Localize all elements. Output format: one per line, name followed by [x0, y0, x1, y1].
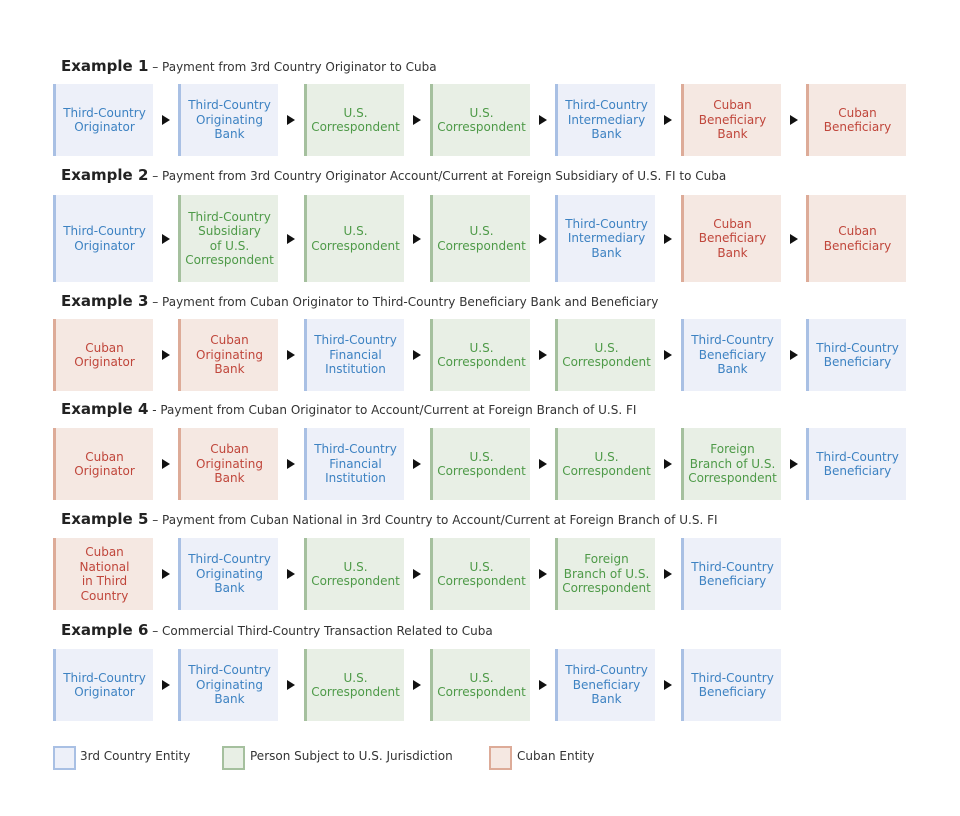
- flow-step-cuban: Cuban Beneficiary Bank: [681, 195, 781, 282]
- flow-arrow-icon: [539, 350, 547, 360]
- example-number: Example 3: [61, 292, 149, 310]
- flow-arrow-icon: [287, 115, 295, 125]
- flow-step-third: Third-Country Beneficiary: [681, 538, 781, 610]
- flow-step-third: Third-Country Originator: [53, 195, 153, 282]
- flow-step-third: Third-Country Intermediary Bank: [555, 84, 655, 156]
- flow-step-cuban: Cuban Beneficiary: [806, 84, 906, 156]
- flow-arrow-icon: [287, 350, 295, 360]
- legend-swatch-cuban: [489, 746, 512, 770]
- legend-label-third-country: 3rd Country Entity: [80, 749, 191, 763]
- example-title: Example 1 – Payment from 3rd Country Ori…: [61, 57, 437, 75]
- flow-arrow-icon: [162, 115, 170, 125]
- flow-step-third: Third-Country Financial Institution: [304, 319, 404, 391]
- example-title: Example 5 – Payment from Cuban National …: [61, 510, 718, 528]
- legend-label-cuban: Cuban Entity: [517, 749, 595, 763]
- flow-arrow-icon: [664, 459, 672, 469]
- flow-arrow-icon: [790, 115, 798, 125]
- flow-step-us: U.S. Correspondent: [430, 319, 530, 391]
- example-description: – Commercial Third-Country Transaction R…: [152, 624, 493, 638]
- flow-arrow-icon: [287, 459, 295, 469]
- flow-step-us: U.S. Correspondent: [304, 649, 404, 721]
- flow-step-us: U.S. Correspondent: [430, 538, 530, 610]
- example-number: Example 2: [61, 166, 149, 184]
- flow-arrow-icon: [664, 680, 672, 690]
- example-description: – Payment from Cuban Originator to Third…: [152, 295, 659, 309]
- flow-arrow-icon: [539, 680, 547, 690]
- example-title: Example 4 - Payment from Cuban Originato…: [61, 400, 636, 418]
- flow-step-us: U.S. Correspondent: [304, 538, 404, 610]
- legend-label-us-jurisdiction: Person Subject to U.S. Jurisdiction: [250, 749, 453, 763]
- flow-step-us: Foreign Branch of U.S. Correspondent: [681, 428, 781, 500]
- flow-arrow-icon: [162, 459, 170, 469]
- example-description: – Payment from 3rd Country Originator Ac…: [152, 169, 727, 183]
- flow-step-us: U.S. Correspondent: [555, 428, 655, 500]
- flow-arrow-icon: [413, 233, 421, 244]
- flow-arrow-icon: [790, 233, 798, 244]
- flow-step-us: Foreign Branch of U.S. Correspondent: [555, 538, 655, 610]
- flow-step-third: Third-Country Beneficiary Bank: [555, 649, 655, 721]
- example-number: Example 1: [61, 57, 149, 75]
- flow-arrow-icon: [539, 459, 547, 469]
- flow-arrow-icon: [413, 680, 421, 690]
- flow-step-third: Third-Country Originating Bank: [178, 649, 278, 721]
- flow-arrow-icon: [539, 569, 547, 579]
- flow-step-us: U.S. Correspondent: [430, 195, 530, 282]
- flow-step-third: Third-Country Beneficiary Bank: [681, 319, 781, 391]
- flow-arrow-icon: [162, 569, 170, 579]
- flow-step-third: Third-Country Intermediary Bank: [555, 195, 655, 282]
- flow-arrow-icon: [539, 233, 547, 244]
- legend-swatch-us-jurisdiction: [222, 746, 245, 770]
- example-number: Example 6: [61, 621, 149, 639]
- flow-step-us: U.S. Correspondent: [430, 84, 530, 156]
- flow-arrow-icon: [413, 459, 421, 469]
- example-number: Example 5: [61, 510, 149, 528]
- flow-step-us: U.S. Correspondent: [430, 649, 530, 721]
- flow-step-cuban: Cuban National in Third Country: [53, 538, 153, 610]
- example-title: Example 6 – Commercial Third-Country Tra…: [61, 621, 493, 639]
- flow-arrow-icon: [162, 350, 170, 360]
- flow-step-third: Third-Country Beneficiary: [681, 649, 781, 721]
- example-description: – Payment from Cuban National in 3rd Cou…: [152, 513, 718, 527]
- flow-arrow-icon: [162, 680, 170, 690]
- flow-step-cuban: Cuban Originating Bank: [178, 319, 278, 391]
- flow-step-cuban: Cuban Beneficiary Bank: [681, 84, 781, 156]
- flow-step-third: Third-Country Originating Bank: [178, 538, 278, 610]
- flow-arrow-icon: [287, 233, 295, 244]
- example-description: – Payment from 3rd Country Originator to…: [152, 60, 437, 74]
- flow-arrow-icon: [664, 350, 672, 360]
- flow-arrow-icon: [287, 680, 295, 690]
- legend-swatch-third-country: [53, 746, 76, 770]
- flow-step-us: U.S. Correspondent: [304, 84, 404, 156]
- flow-step-cuban: Cuban Originator: [53, 428, 153, 500]
- flow-arrow-icon: [413, 350, 421, 360]
- flow-step-us: U.S. Correspondent: [430, 428, 530, 500]
- example-description: - Payment from Cuban Originator to Accou…: [152, 403, 637, 417]
- flow-step-cuban: Cuban Beneficiary: [806, 195, 906, 282]
- flow-step-third: Third-Country Originator: [53, 84, 153, 156]
- flow-arrow-icon: [790, 459, 798, 469]
- flow-arrow-icon: [287, 569, 295, 579]
- flow-arrow-icon: [539, 115, 547, 125]
- example-title: Example 2 – Payment from 3rd Country Ori…: [61, 166, 726, 184]
- flow-arrow-icon: [413, 115, 421, 125]
- flow-step-cuban: Cuban Originator: [53, 319, 153, 391]
- flow-arrow-icon: [664, 115, 672, 125]
- flow-step-us: Third-Country Subsidiary of U.S. Corresp…: [178, 195, 278, 282]
- example-number: Example 4: [61, 400, 149, 418]
- flow-arrow-icon: [790, 350, 798, 360]
- flow-step-third: Third-Country Beneficiary: [806, 319, 906, 391]
- flow-step-third: Third-Country Originator: [53, 649, 153, 721]
- flow-arrow-icon: [664, 233, 672, 244]
- flow-arrow-icon: [413, 569, 421, 579]
- flow-step-cuban: Cuban Originating Bank: [178, 428, 278, 500]
- example-title: Example 3 – Payment from Cuban Originato…: [61, 292, 658, 310]
- flow-step-us: U.S. Correspondent: [304, 195, 404, 282]
- flow-arrow-icon: [162, 233, 170, 244]
- flow-step-us: U.S. Correspondent: [555, 319, 655, 391]
- flow-arrow-icon: [664, 569, 672, 579]
- flow-step-third: Third-Country Originating Bank: [178, 84, 278, 156]
- flow-step-third: Third-Country Beneficiary: [806, 428, 906, 500]
- flow-step-third: Third-Country Financial Institution: [304, 428, 404, 500]
